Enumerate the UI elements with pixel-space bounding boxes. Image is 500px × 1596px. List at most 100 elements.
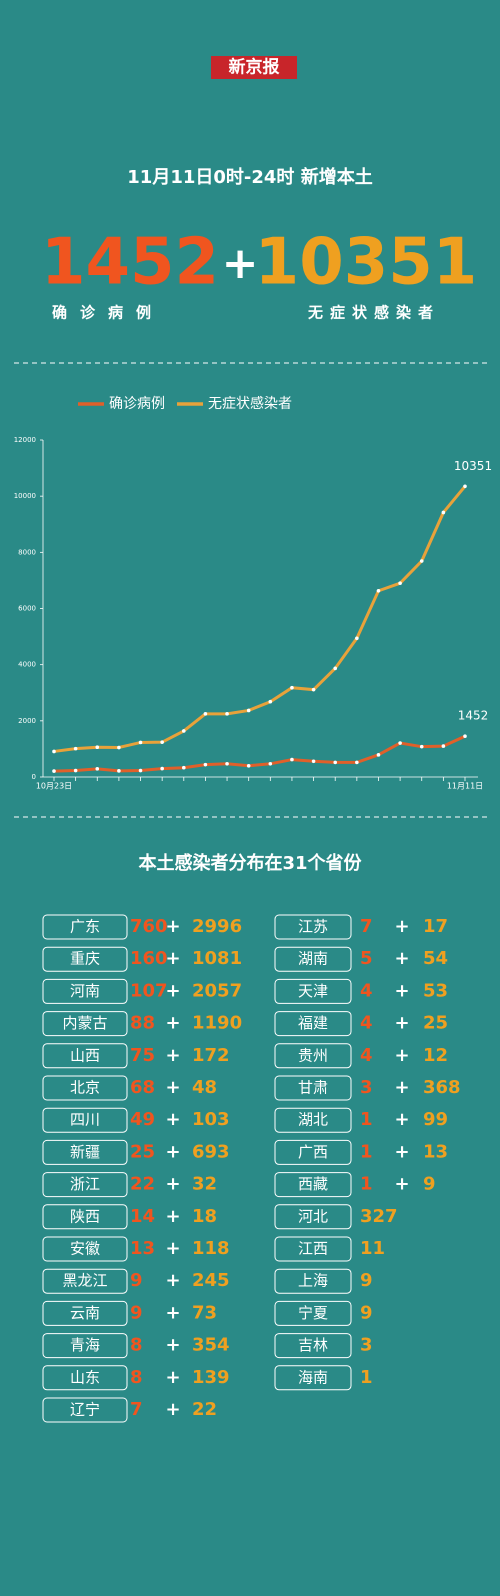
plus: + <box>165 1045 180 1066</box>
province: 湖北 <box>298 1111 328 1129</box>
point <box>225 712 229 716</box>
confirmed-count: 75 <box>130 1045 155 1066</box>
asymptomatic-count: 9 <box>360 1270 373 1291</box>
plus: + <box>394 1109 409 1130</box>
plus: + <box>165 1013 180 1034</box>
plus: + <box>165 1367 180 1388</box>
plus: + <box>394 1141 409 1162</box>
point <box>160 766 164 771</box>
asymptomatic-count: 32 <box>192 1174 217 1195</box>
province: 浙江 <box>70 1175 100 1193</box>
province: 重庆 <box>70 950 100 968</box>
asymptomatic-label: 无症状感染者 <box>307 304 440 322</box>
province-box <box>42 1300 128 1326</box>
y-tick-label: 10000 <box>14 492 36 500</box>
province: 青海 <box>70 1336 100 1354</box>
confirmed-count: 1 <box>360 1174 373 1195</box>
confirmed-count: 22 <box>130 1174 155 1195</box>
plus: + <box>165 916 180 937</box>
plus: + <box>165 1077 180 1098</box>
y-tick-label: 6000 <box>18 605 36 613</box>
logo: 新京报 <box>229 57 280 78</box>
province: 江苏 <box>298 918 328 936</box>
province: 西藏 <box>298 1175 328 1193</box>
asymptomatic-count: 22 <box>192 1399 217 1420</box>
point <box>52 769 56 773</box>
plus: + <box>165 948 180 969</box>
province: 内蒙古 <box>62 1014 107 1032</box>
asymptomatic-count: 99 <box>423 1109 448 1130</box>
point <box>419 559 424 563</box>
confirmed-count: 7 <box>130 1399 143 1420</box>
point <box>333 666 338 671</box>
province: 安徽 <box>70 1240 100 1258</box>
province-box <box>42 1397 128 1423</box>
province-box <box>42 1204 128 1230</box>
province: 河南 <box>70 982 100 1000</box>
asymptomatic-count: 12 <box>423 1045 448 1066</box>
confirmed-count: 5 <box>360 948 373 969</box>
province: 新疆 <box>70 1143 100 1161</box>
province: 江西 <box>298 1240 328 1258</box>
logo-box <box>211 56 297 79</box>
plus: + <box>394 916 409 937</box>
confirmed-count: 13 <box>130 1238 155 1259</box>
province-box <box>274 1043 352 1069</box>
confirmed-count: 49 <box>130 1109 155 1130</box>
province-box <box>42 1268 128 1294</box>
asymptomatic-count: 13 <box>423 1141 448 1162</box>
confirmed-count: 14 <box>130 1206 155 1227</box>
confirmed-count: 4 <box>360 1045 373 1066</box>
plus: + <box>165 1238 180 1259</box>
point <box>181 729 186 733</box>
province-box <box>274 1268 352 1294</box>
province-box <box>274 1139 352 1165</box>
province: 河北 <box>298 1207 328 1225</box>
y-tick-label: 0 <box>32 773 36 781</box>
plus: + <box>394 1045 409 1066</box>
province-box <box>42 1139 128 1165</box>
plus: + <box>165 1302 180 1323</box>
line <box>53 485 467 753</box>
province-box <box>274 1333 352 1359</box>
province-box <box>42 1011 128 1037</box>
point <box>290 685 294 690</box>
point <box>463 484 467 489</box>
province-box <box>274 1365 352 1391</box>
confirmed-count: 9 <box>130 1302 143 1323</box>
province-box <box>42 1333 128 1359</box>
point <box>311 687 316 692</box>
asymptomatic-count: 53 <box>423 980 448 1001</box>
confirmed-total: 1452 <box>41 226 219 300</box>
province-box <box>274 1236 352 1262</box>
asymptomatic-count: 103 <box>192 1109 230 1130</box>
point <box>181 765 186 770</box>
asymptomatic-count: 9 <box>360 1302 373 1323</box>
asymptomatic-count: 1190 <box>192 1013 242 1034</box>
confirmed-count: 107 <box>130 980 168 1001</box>
asymptomatic-count: 48 <box>192 1077 217 1098</box>
plus: + <box>165 1399 180 1420</box>
asymptomatic-count: 11 <box>360 1238 385 1259</box>
point <box>355 760 359 765</box>
province: 海南 <box>298 1368 328 1386</box>
asymptomatic-count: 1 <box>360 1367 373 1388</box>
plus: + <box>394 948 409 969</box>
x-tick-label: 11月11日 <box>447 782 483 791</box>
legend-label: 确诊病例 <box>109 396 165 412</box>
plus: + <box>165 1174 180 1195</box>
confirmed-count: 1 <box>360 1109 373 1130</box>
province-box <box>42 1075 128 1101</box>
province: 黑龙江 <box>62 1272 107 1290</box>
confirmed-count: 160 <box>130 948 168 969</box>
point <box>441 510 446 515</box>
confirmed-count: 88 <box>130 1013 155 1034</box>
province-box <box>274 1204 352 1230</box>
point <box>333 760 338 765</box>
point <box>138 768 143 773</box>
confirmed-count: 4 <box>360 980 373 1001</box>
confirmed-count: 4 <box>360 1013 373 1034</box>
asymptomatic-count: 172 <box>192 1045 230 1066</box>
